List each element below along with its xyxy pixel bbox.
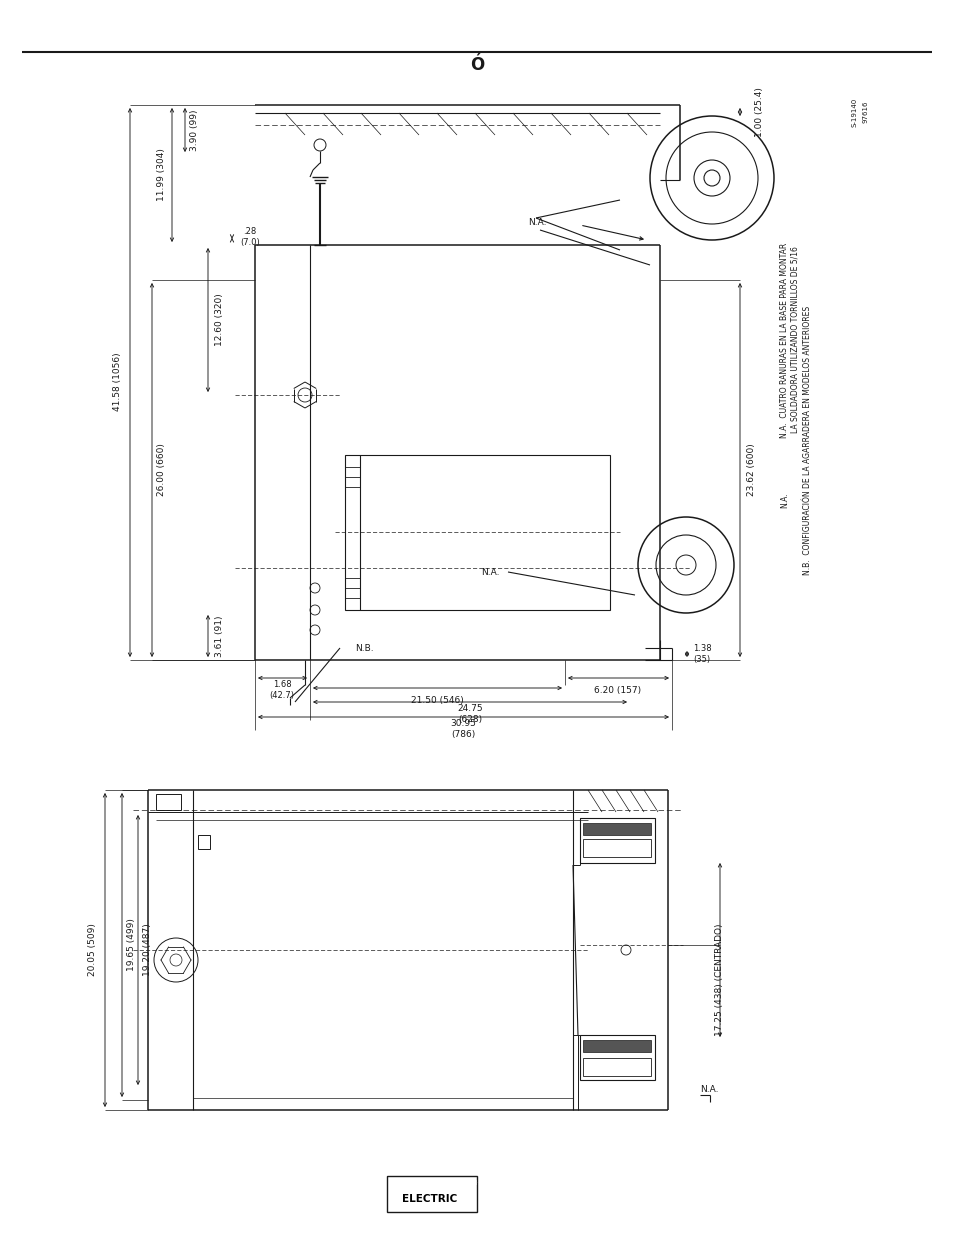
Text: Ó: Ó (470, 56, 483, 74)
Bar (198, 835, 210, 848)
Text: S-19140: S-19140 (851, 98, 857, 127)
Text: 30.95
(786): 30.95 (786) (450, 719, 476, 739)
Text: 1.00 (25.4): 1.00 (25.4) (755, 86, 763, 137)
Bar (582, 1040, 650, 1052)
Text: 11.99 (304): 11.99 (304) (157, 148, 167, 201)
Bar (579, 818, 655, 863)
Text: N.B.: N.B. (355, 643, 374, 652)
Text: 19.65 (499): 19.65 (499) (128, 919, 136, 972)
Text: 6.20 (157): 6.20 (157) (594, 685, 640, 694)
Bar (582, 1058, 650, 1076)
Bar (345, 454, 609, 610)
Text: LA SOLDADORA UTILIZANDO TORNILLOS DE 5/16: LA SOLDADORA UTILIZANDO TORNILLOS DE 5/1… (790, 247, 800, 433)
Text: 41.58 (1056): 41.58 (1056) (113, 353, 122, 411)
Text: 97616: 97616 (862, 101, 868, 124)
Text: N.A.: N.A. (700, 1086, 718, 1094)
Text: ®: ® (470, 1179, 477, 1188)
Bar (582, 823, 650, 835)
Bar (387, 1176, 473, 1194)
Text: .28
(7.0): .28 (7.0) (240, 227, 259, 247)
Text: N.A.: N.A. (527, 217, 546, 226)
Text: 1.68
(42.7): 1.68 (42.7) (269, 680, 294, 700)
Text: N.A.  CUATRO RANURAS EN LA BASE PARA MONTAR: N.A. CUATRO RANURAS EN LA BASE PARA MONT… (780, 242, 788, 437)
Text: 20.05 (509): 20.05 (509) (89, 924, 97, 977)
Text: LINCOLN: LINCOLN (404, 1179, 455, 1189)
Text: 1.38
(35): 1.38 (35) (692, 645, 711, 663)
Bar (156, 794, 181, 810)
Text: ELECTRIC: ELECTRIC (402, 1194, 457, 1204)
Text: 24.75
(628): 24.75 (628) (456, 704, 482, 724)
Text: 26.00 (660): 26.00 (660) (157, 443, 167, 496)
Text: 12.60 (320): 12.60 (320) (215, 294, 224, 346)
Text: 3.90 (99): 3.90 (99) (191, 109, 199, 151)
Text: N.B.  CONFIGURACIÓN DE LA AGARRADERA EN MODELOS ANTERIORES: N.B. CONFIGURACIÓN DE LA AGARRADERA EN M… (802, 305, 811, 574)
Bar (582, 839, 650, 857)
Bar (387, 1176, 476, 1212)
Text: N.A.: N.A. (780, 493, 788, 508)
Bar (579, 1035, 655, 1079)
Text: 17.25 (438) (CENTRADO): 17.25 (438) (CENTRADO) (715, 924, 723, 1036)
Text: N.A.: N.A. (481, 568, 499, 577)
Text: 23.62 (600): 23.62 (600) (747, 443, 756, 496)
Text: 3.61 (91): 3.61 (91) (215, 615, 224, 657)
Text: 21.50 (546): 21.50 (546) (410, 695, 463, 704)
Text: 19.20 (487): 19.20 (487) (143, 924, 152, 977)
